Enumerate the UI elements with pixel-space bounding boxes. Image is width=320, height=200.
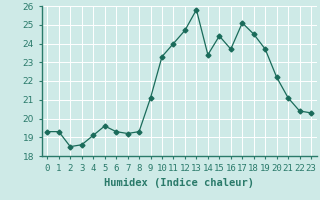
X-axis label: Humidex (Indice chaleur): Humidex (Indice chaleur) <box>104 178 254 188</box>
